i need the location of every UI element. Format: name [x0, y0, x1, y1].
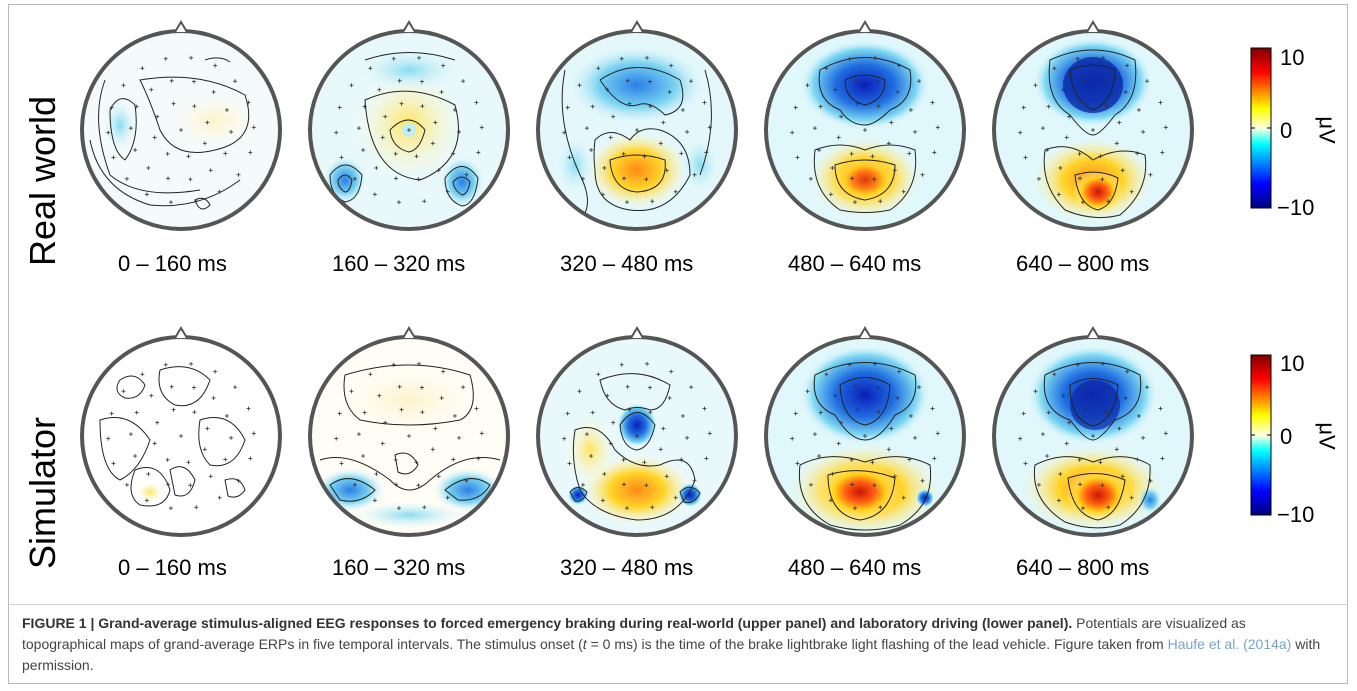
- electrode-markers: [334, 55, 484, 205]
- caption-t-symbol: t: [582, 636, 587, 652]
- head-outlines: [80, 20, 1194, 537]
- nose-marker: [630, 326, 644, 339]
- interval-label: 160 – 320 ms: [332, 251, 466, 276]
- electrode-markers: [790, 55, 940, 205]
- colorbar-mid-label: 0: [1280, 424, 1293, 449]
- caption-text: = 0 ms) is the time of the brake lightbr…: [586, 636, 1168, 652]
- nose-marker: [630, 20, 644, 33]
- head-outline: [536, 326, 738, 537]
- nose-marker: [1086, 326, 1100, 339]
- caption-text: Potentials are visualized as topographic…: [22, 615, 1246, 652]
- topomap-figure: [80, 20, 1272, 537]
- row-label-simulator: Simulator: [22, 416, 63, 570]
- interval-label: 0 – 160 ms: [118, 251, 227, 276]
- electrode-markers: [1018, 361, 1168, 511]
- head-outline: [308, 326, 510, 537]
- colorbar-unit: μV: [1314, 116, 1340, 144]
- interval-label: 640 – 800 ms: [1016, 251, 1150, 276]
- interval-label: 480 – 640 ms: [788, 251, 922, 276]
- topomap-simulator-640-800: [994, 337, 1192, 535]
- head-outline: [992, 20, 1194, 231]
- colorbar-mid-label: 0: [1280, 118, 1293, 143]
- head-outline: [308, 20, 510, 231]
- colorbar-min-label: −10: [1277, 195, 1315, 220]
- interval-label: 480 – 640 ms: [788, 555, 922, 580]
- nose-marker: [858, 20, 872, 33]
- interval-label: 640 – 800 ms: [1016, 555, 1150, 580]
- caption-citation-link[interactable]: Haufe et al. (2014a): [1167, 636, 1292, 652]
- electrode-markers: [562, 361, 712, 511]
- nose-marker: [174, 20, 188, 33]
- nose-marker: [174, 326, 188, 339]
- colorbar-max-label: 10: [1280, 351, 1305, 376]
- nose-marker: [402, 326, 416, 339]
- interval-label: 160 – 320 ms: [332, 555, 466, 580]
- interval-label: 320 – 480 ms: [560, 555, 694, 580]
- nose-marker: [1086, 20, 1100, 33]
- row-label-realworld: Real world: [22, 95, 63, 266]
- colorbar-max-label: 10: [1280, 45, 1305, 70]
- electrode-markers: [334, 361, 484, 511]
- nose-marker: [858, 326, 872, 339]
- caption-text: with permission.: [22, 636, 1321, 673]
- electrode-markers: [562, 55, 712, 205]
- electrode-markers: [106, 361, 256, 511]
- head-outline: [764, 20, 966, 231]
- head-outline: [80, 326, 282, 537]
- interval-label: 320 – 480 ms: [560, 251, 694, 276]
- electrode-markers: [1018, 55, 1168, 205]
- caption-divider: [8, 604, 1348, 605]
- colorbar-unit: μV: [1314, 422, 1340, 450]
- caption-heading: FIGURE 1 | Grand-average stimulus-aligne…: [22, 615, 1073, 631]
- head-outline: [80, 20, 282, 231]
- figure-frame: [8, 4, 1348, 684]
- interval-label: 0 – 160 ms: [118, 555, 227, 580]
- electrode-markers: [790, 361, 940, 511]
- electrode-markers: [106, 55, 256, 205]
- head-outline: [992, 326, 1194, 537]
- colorbar-min-label: −10: [1277, 502, 1315, 527]
- head-outline: [536, 20, 738, 231]
- nose-marker: [402, 20, 416, 33]
- figure-caption: FIGURE 1 | Grand-average stimulus-aligne…: [22, 613, 1332, 676]
- head-outline: [764, 326, 966, 537]
